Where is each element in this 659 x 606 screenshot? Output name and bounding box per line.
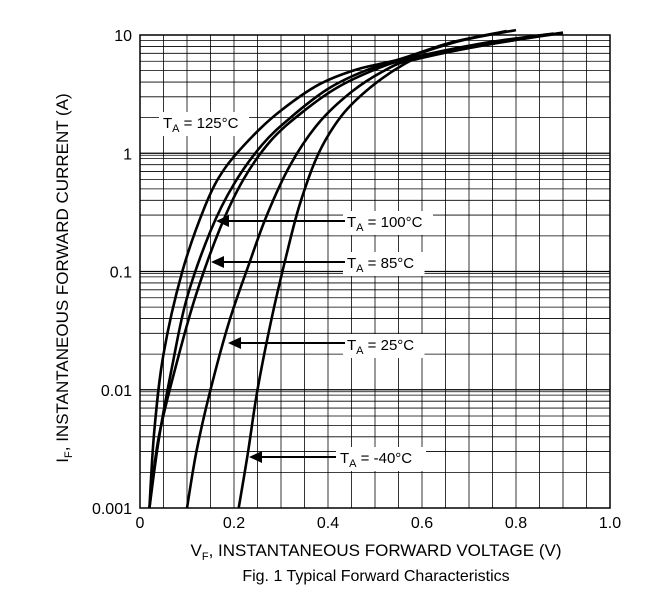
annotation-background [159, 112, 249, 136]
annotation-125°C: TA = 125°C [159, 112, 249, 136]
y-tick-label: 0.001 [92, 501, 132, 518]
y-tick-label: 0.01 [101, 383, 132, 400]
x-tick-label: 0.8 [505, 515, 527, 532]
series-lines [148, 28, 564, 509]
series-line-85°C [148, 32, 554, 509]
annotation-background [343, 252, 425, 276]
x-tick-label: 0.2 [223, 515, 245, 532]
annotation-arrow-head [216, 215, 229, 227]
x-tick-label: 1.0 [599, 515, 621, 532]
series-line--40°C [237, 31, 564, 509]
annotation-25°C: TA = 25°C [228, 334, 425, 358]
annotation--40°C: TA = -40°C [249, 447, 426, 471]
x-tick-label: 0.6 [411, 515, 433, 532]
annotation-background [336, 447, 426, 471]
y-tick-label: 0.1 [110, 265, 132, 282]
y-tick-label: 1 [123, 146, 132, 163]
x-tick-labels: 0 0.2 0.4 0.6 0.8 1.0 [136, 515, 622, 532]
figure-caption: Fig. 1 Typical Forward Characteristics [242, 568, 509, 585]
grid-lines [140, 35, 610, 508]
annotation-label: TA = -40°C [340, 450, 412, 470]
x-tick-label: 0 [136, 515, 145, 532]
annotation-background [343, 334, 425, 358]
y-tick-labels: 0.001 0.01 0.1 1 10 [92, 28, 132, 518]
annotation-arrow-head [228, 337, 241, 349]
annotation-label: TA = 125°C [163, 115, 239, 135]
annotation-arrow-head [211, 256, 224, 268]
series-annotations: TA = 125°C TA = 100°C TA = 85°C TA = 25°C TA… [159, 112, 433, 471]
annotation-100°C: TA = 100°C [216, 211, 433, 235]
x-tick-label: 0.4 [317, 515, 339, 532]
annotation-background [343, 211, 433, 235]
plot-frame [139, 34, 611, 509]
x-axis-label: VF, INSTANTANEOUS FORWARD VOLTAGE (V) [190, 541, 561, 563]
annotation-label: TA = 25°C [347, 337, 414, 357]
annotation-arrow-head [249, 451, 262, 463]
y-tick-label: 10 [114, 28, 132, 45]
annotation-label: TA = 85°C [347, 255, 414, 275]
annotation-85°C: TA = 85°C [211, 252, 425, 276]
annotation-label: TA = 100°C [347, 214, 423, 234]
y-axis-label: IF, INSTANTANEOUS FORWARD CURRENT (A) [53, 93, 75, 462]
